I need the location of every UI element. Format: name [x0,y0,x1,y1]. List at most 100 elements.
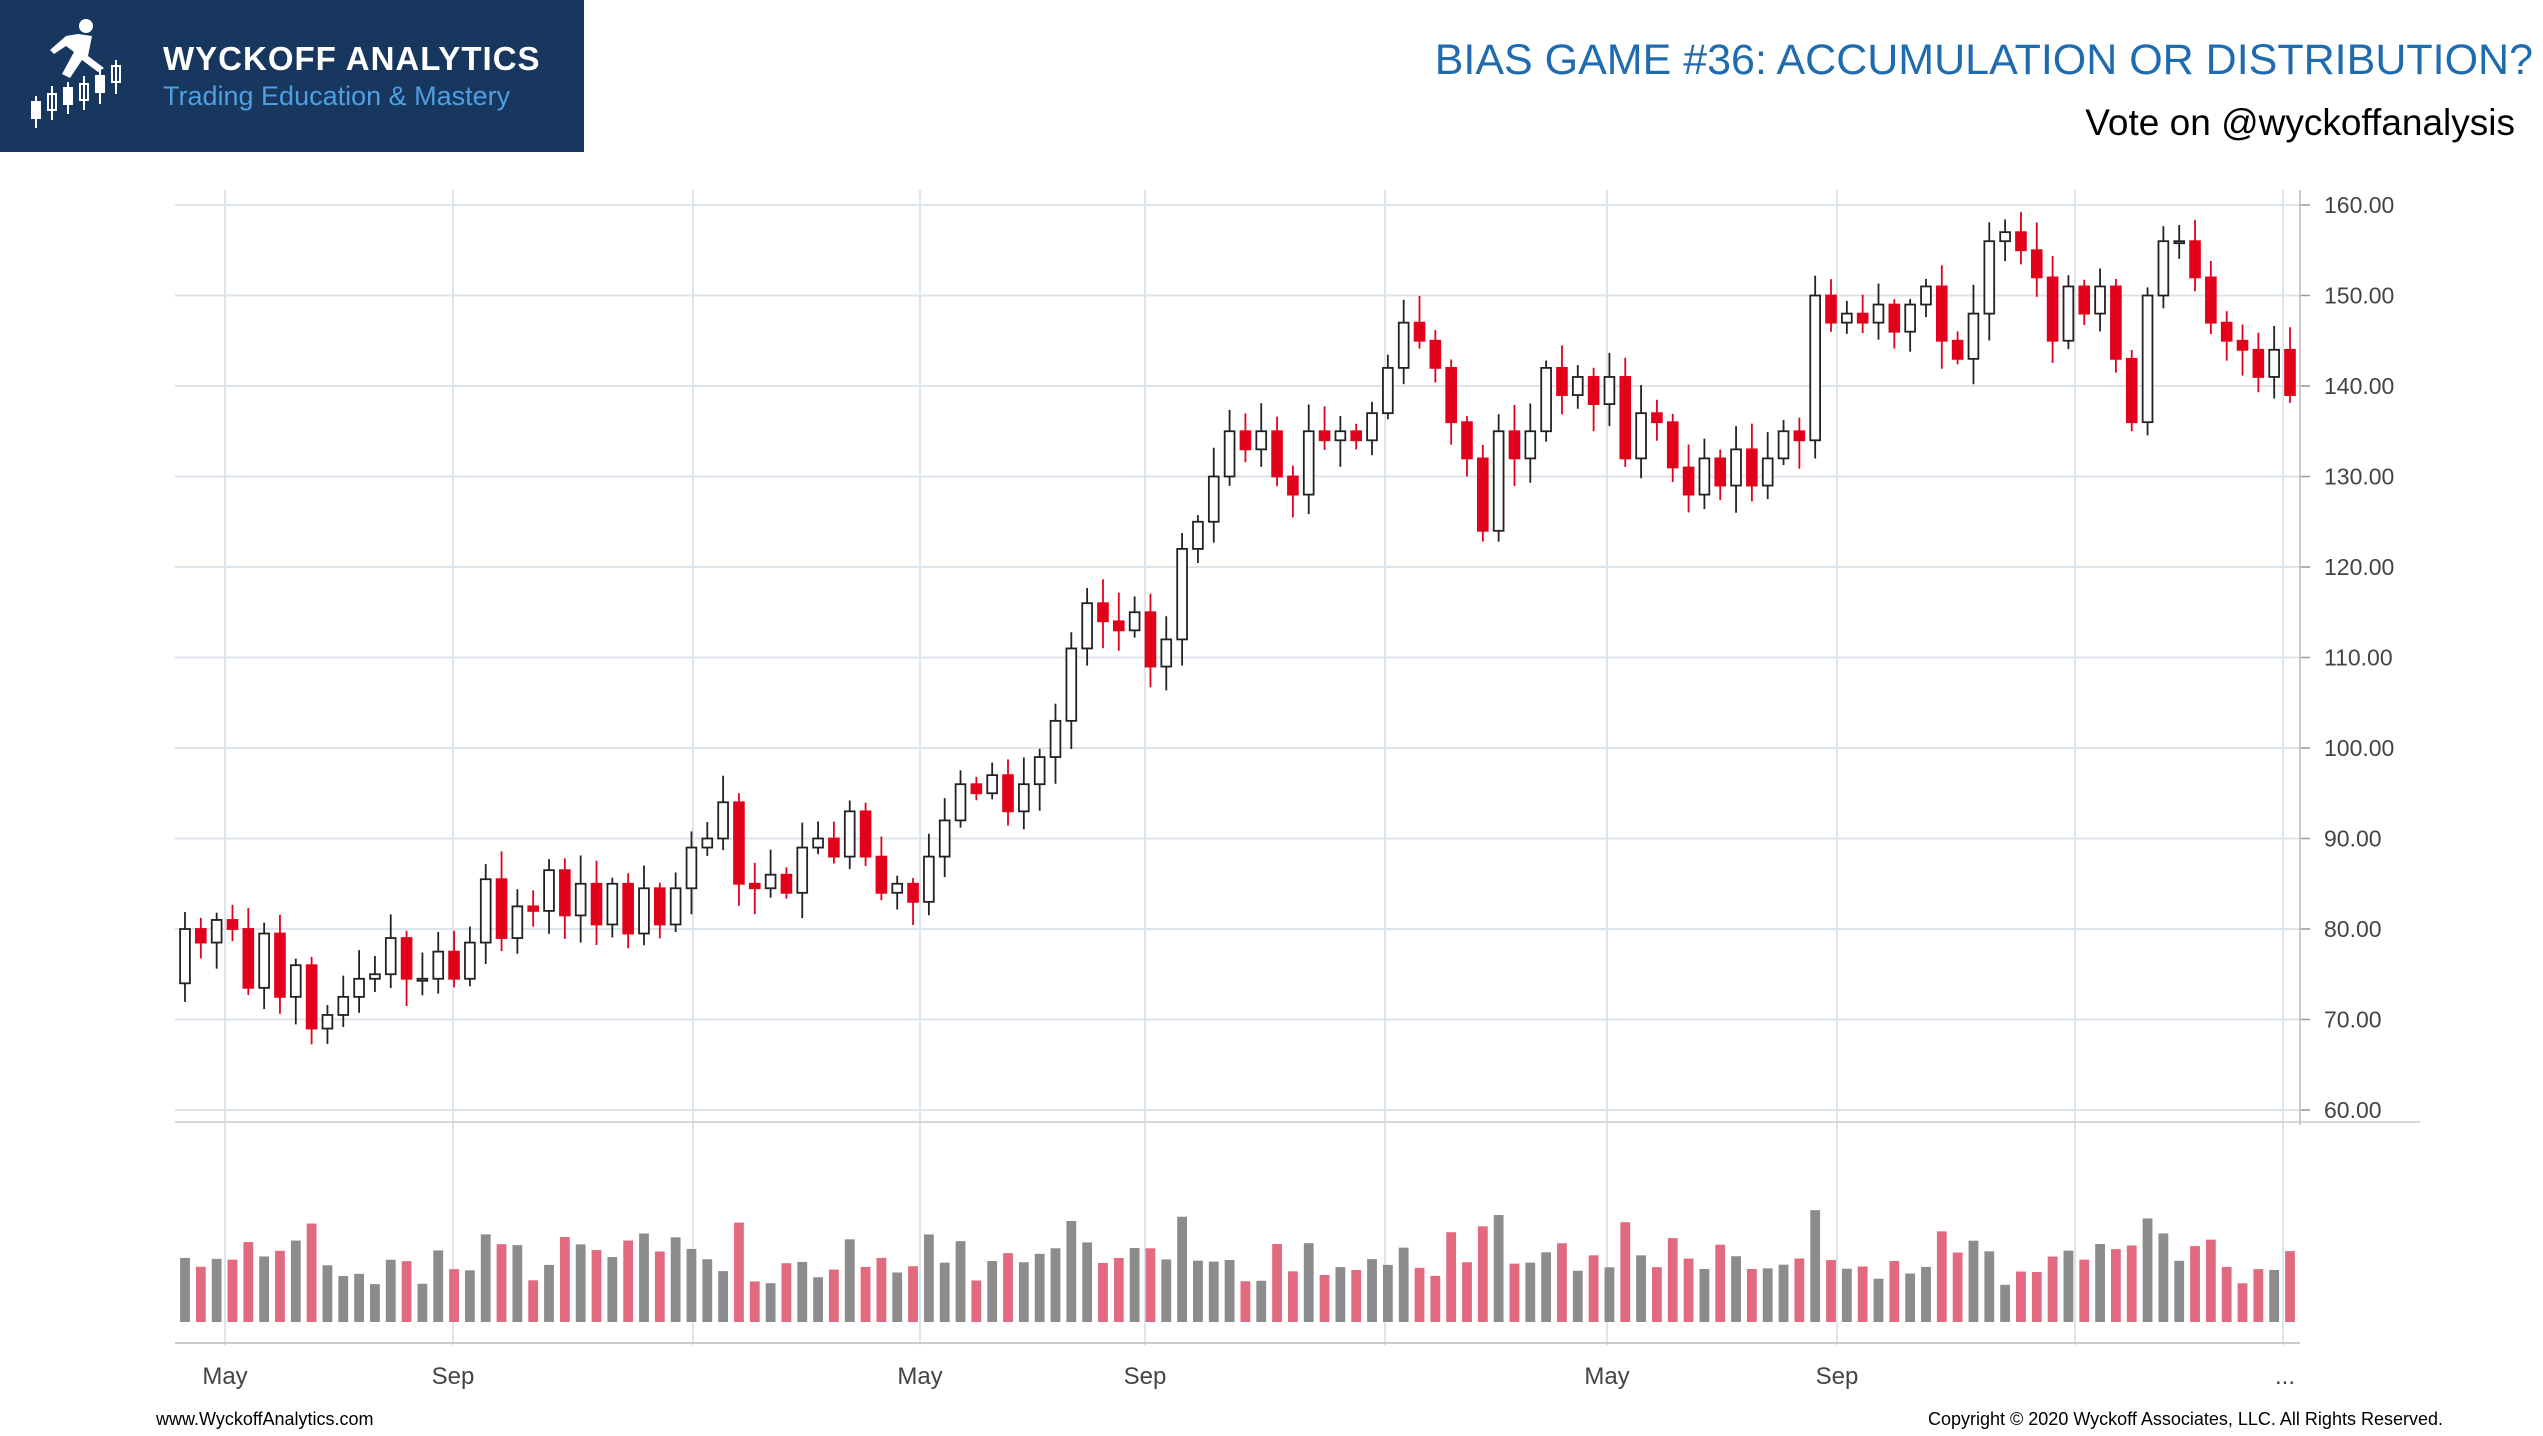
candle-body [1746,448,1758,487]
volume-bar [923,1234,934,1322]
candle-body [1160,638,1173,668]
candle-body [1841,312,1853,324]
candle-body [2015,231,2027,252]
volume-bar [955,1241,966,1322]
y-tick-label: 140.00 [2324,373,2394,399]
volume-bar [1841,1268,1852,1322]
volume-bar [1335,1267,1346,1322]
candle-body [2125,357,2138,424]
volume-bar [1462,1262,1472,1322]
volume-bar [1493,1215,1504,1322]
volume-bar [1066,1220,1077,1322]
volume-bar [2110,1249,2121,1322]
candle-body [859,810,872,858]
volume-bar [639,1233,649,1322]
candle-body [321,1014,334,1030]
x-tick-label: Sep [432,1363,475,1390]
volume-bar [971,1280,982,1322]
volume-bar [1193,1260,1203,1322]
volume-bar [1256,1280,1267,1322]
candle-body [432,950,445,980]
candle-body [226,919,239,930]
trader-running-logo-icon [31,19,121,128]
candle-body [1951,339,1964,360]
candle-body [764,873,777,890]
volume-bar [1082,1242,1093,1322]
volume-bar [338,1276,349,1322]
volume-bar [2047,1256,2058,1322]
candle-body [606,882,619,926]
candle-body [954,783,967,822]
volume-bar [1905,1273,1916,1322]
page-title: BIAS GAME #36: ACCUMULATION OR DISTRIBUT… [1434,36,2533,84]
volume-bar [686,1248,697,1322]
candle-body [1350,430,1363,442]
candle-body [195,928,207,944]
candle-body [1207,475,1220,523]
volume-bar [1208,1261,1219,1322]
candle-body [986,774,998,795]
volume-bar [1129,1247,1140,1322]
volume-bar [1398,1247,1409,1322]
volume-bar [1857,1266,1868,1322]
candle-body [622,882,634,935]
volume-bar [290,1240,301,1322]
volume-bar [1731,1256,1741,1322]
candle-body [1097,602,1109,623]
volume-bar [1414,1267,1425,1322]
candle-body [1935,285,1948,342]
candle-body [289,964,302,998]
candle-body [1128,611,1141,632]
volume-bar [797,1261,808,1322]
volume-bar [1351,1270,1362,1322]
candle-body [843,810,856,858]
candle-body [780,873,793,894]
candle-body [337,995,350,1016]
y-tick-label: 150.00 [2324,283,2394,309]
volume-bar [2063,1250,2074,1322]
volume-bar [860,1266,871,1322]
volume-bar [2174,1260,2185,1322]
candle-body [2252,348,2265,378]
candle-body [938,819,951,858]
volume-bar [2031,1271,2042,1322]
volume-bar [939,1262,950,1322]
candle-body [210,919,223,944]
candle-body [2110,285,2122,360]
candle-body [258,932,270,989]
candle-body [2189,240,2201,279]
candle-body [733,801,745,885]
price-axis: 160.00 150.00 140.00 130.00 120.00 110.00 100.… [175,190,2420,1125]
volume-bar [1572,1270,1583,1322]
x-tick-label: Sep [1124,1363,1167,1390]
candle-body [1461,421,1473,460]
candle-body [179,928,191,985]
candle-body [495,878,508,939]
volume-bar [1477,1226,1488,1322]
volume-bar [2016,1271,2026,1322]
volume-bar [765,1283,776,1322]
volume-bar [1715,1244,1726,1322]
candle-body [1556,366,1568,396]
volume-bar [702,1259,713,1322]
volume-bar [1699,1268,1710,1322]
volume-bar [2079,1259,2090,1322]
volume-bar [1018,1262,1029,1322]
volume-bar [2126,1245,2137,1322]
candlesticks [179,211,2296,1045]
volume-bar [1177,1216,1188,1322]
candle-body [923,855,935,903]
volume-bar [1098,1262,1108,1322]
volume-bar [829,1269,839,1322]
y-tick-label: 100.00 [2324,735,2394,761]
brand-tagline: Trading Education & Mastery [163,81,511,111]
x-tick-label: May [897,1363,942,1390]
candle-body [1793,430,1806,442]
volume-bar [1604,1267,1615,1322]
volume-bar [1224,1259,1235,1322]
volume-bar [385,1259,396,1322]
volume-bar [1636,1255,1646,1322]
candle-body [654,887,666,926]
volume-bar [370,1284,380,1322]
